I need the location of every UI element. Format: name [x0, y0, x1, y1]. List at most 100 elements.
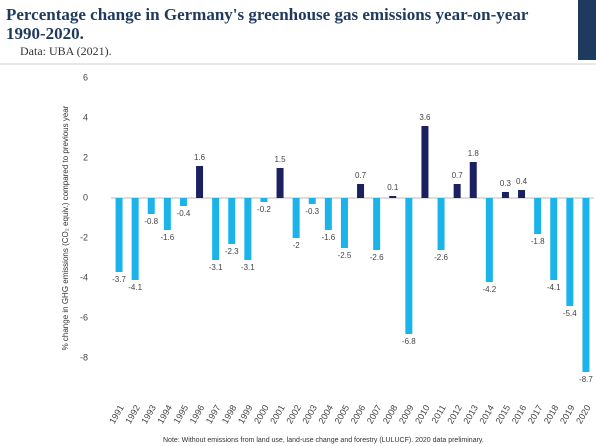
x-tick-label: 2010 — [413, 403, 432, 425]
y-tick-label: 4 — [83, 112, 88, 122]
data-label: 3.6 — [419, 113, 431, 122]
x-tick-label: 2014 — [477, 403, 496, 425]
bar — [228, 198, 236, 244]
bar — [389, 196, 397, 198]
x-tick-label: 2009 — [397, 403, 416, 425]
bar — [147, 198, 155, 214]
bar — [244, 198, 252, 260]
y-axis-label: % change in GHG emissions (CO₂ equiv.) c… — [61, 105, 70, 350]
bar — [115, 198, 123, 272]
data-label: 1.5 — [274, 155, 286, 164]
data-label: -0.4 — [177, 209, 191, 218]
x-tick-label: 1993 — [139, 403, 158, 425]
data-label: 0.1 — [387, 183, 399, 192]
data-label: -2 — [293, 241, 301, 250]
note: Note: Without emissions from land use, l… — [163, 437, 484, 444]
x-tick-label: 1992 — [123, 403, 142, 425]
data-label: -2.5 — [338, 251, 352, 260]
chart-title: Percentage change in Germany's greenhous… — [6, 5, 529, 24]
y-tick-label: 2 — [83, 152, 88, 162]
chart-subtitle: Data: UBA (2021). — [20, 44, 112, 58]
data-label: -3.7 — [112, 275, 126, 284]
data-label: -3.1 — [209, 263, 223, 272]
x-tick-label: 2002 — [284, 403, 303, 425]
y-tick-label: 0 — [83, 192, 88, 202]
data-label: -2.3 — [225, 247, 239, 256]
x-tick-label: 2001 — [268, 403, 287, 425]
bar — [566, 198, 574, 306]
x-tick-label: 2000 — [252, 403, 271, 425]
bar — [292, 198, 300, 238]
y-tick-label: -4 — [80, 272, 88, 282]
bar — [308, 198, 316, 204]
bar — [196, 166, 204, 198]
x-tick-label: 1995 — [172, 403, 191, 425]
data-label: -4.1 — [128, 283, 142, 292]
bar — [469, 162, 477, 198]
x-tick-label: 2006 — [349, 403, 368, 425]
data-label: 1.8 — [468, 149, 480, 158]
x-tick-label: 2004 — [316, 403, 335, 425]
bar — [534, 198, 542, 234]
data-label: 0.3 — [500, 179, 512, 188]
data-label: -0.2 — [257, 205, 271, 214]
data-label: -6.8 — [402, 337, 416, 346]
bar — [421, 126, 429, 198]
bar — [179, 198, 187, 206]
bar — [550, 198, 558, 280]
bar — [582, 198, 590, 372]
data-label: -8.7 — [579, 375, 593, 384]
bar — [373, 198, 381, 250]
bar — [518, 190, 526, 198]
x-tick-label: 1996 — [188, 403, 207, 425]
x-tick-label: 1991 — [107, 403, 126, 425]
bar — [437, 198, 445, 250]
x-tick-label: 1997 — [204, 403, 223, 425]
x-tick-label: 2017 — [526, 403, 545, 425]
x-tick-label: 2019 — [558, 403, 577, 425]
bar — [212, 198, 220, 260]
bar — [324, 198, 332, 230]
bar — [453, 184, 461, 198]
chart-title-line-2: 1990-2020. — [6, 24, 84, 43]
data-label: 0.7 — [452, 171, 464, 180]
y-tick-label: -8 — [80, 352, 88, 362]
logo — [578, 0, 596, 60]
x-tick-label: 2016 — [510, 403, 529, 425]
x-tick-label: 2008 — [381, 403, 400, 425]
y-tick-label: 6 — [83, 72, 88, 82]
data-label: 0.4 — [516, 177, 528, 186]
bar — [131, 198, 139, 280]
bar — [163, 198, 171, 230]
x-tick-label: 2013 — [461, 403, 480, 425]
data-label: -0.3 — [305, 207, 319, 216]
data-label: -3.1 — [241, 263, 255, 272]
x-tick-label: 2015 — [494, 403, 513, 425]
x-tick-label: 2020 — [574, 403, 593, 425]
x-tick-label: 2003 — [300, 403, 319, 425]
x-tick-label: 2012 — [445, 403, 464, 425]
bar — [357, 184, 365, 198]
x-tick-label: 1998 — [220, 403, 239, 425]
x-tick-label: 2005 — [333, 403, 352, 425]
data-label: -4.2 — [482, 285, 496, 294]
y-tick-label: -2 — [80, 232, 88, 242]
data-label: -1.8 — [531, 237, 545, 246]
bar — [485, 198, 493, 282]
bar — [276, 168, 284, 198]
data-label: 0.7 — [355, 171, 367, 180]
data-label: -5.4 — [563, 309, 577, 318]
data-label: -1.6 — [321, 233, 335, 242]
data-label: 1.6 — [194, 153, 206, 162]
y-tick-label: -6 — [80, 312, 88, 322]
bar — [340, 198, 348, 248]
data-label: -0.8 — [144, 217, 158, 226]
x-tick-label: 2007 — [365, 403, 384, 425]
data-label: -1.6 — [160, 233, 174, 242]
data-label: -2.6 — [370, 253, 384, 262]
x-tick-label: 1999 — [236, 403, 255, 425]
bar — [501, 192, 509, 198]
x-tick-label: 2011 — [429, 403, 447, 425]
bar — [260, 198, 268, 202]
